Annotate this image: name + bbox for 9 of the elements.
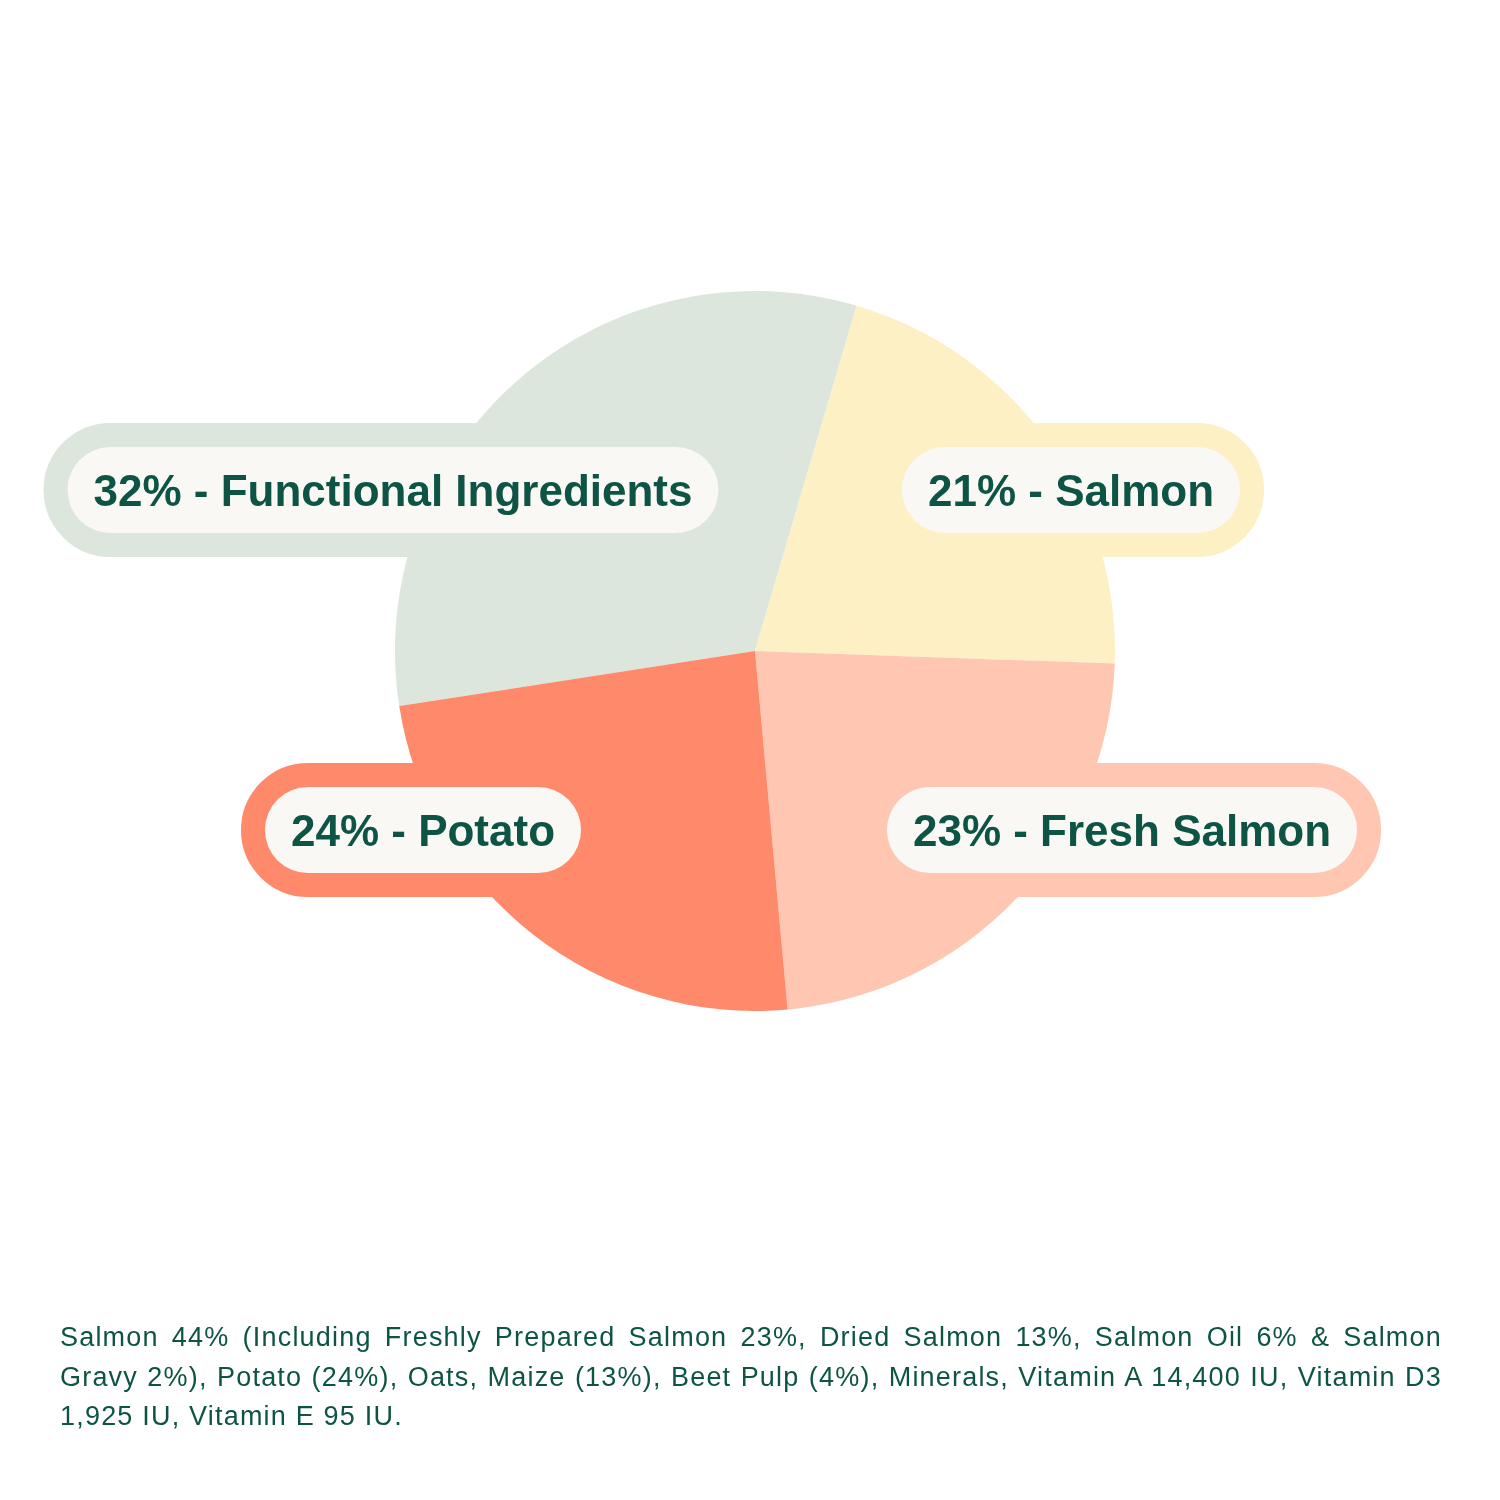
- slice-label: Potato: [418, 805, 556, 855]
- slice-label: Functional Ingredients: [220, 465, 693, 515]
- text: Salmon 44% (Including Freshly Prepared Salmon 23%, Dried Salmon 13%, Salmon Oil 6% & Salmon Gravy 2%), Potato (24%), Oats, Maize (13%), Beet Pulp (4%), Minerals, Vitamin A 14,400 IU, Vitamin D3 1,925 IU, Vitamin E 95 IU.: [60, 1321, 1442, 1433]
- slice-label: Fresh Salmon: [1040, 805, 1332, 855]
- data-label: 21% -: [927, 465, 1043, 515]
- slice-label: Salmon: [1055, 465, 1215, 515]
- data-label: 24% -: [290, 805, 406, 855]
- data-label: 23% -: [912, 805, 1028, 855]
- data-label: 32% -: [93, 465, 209, 515]
